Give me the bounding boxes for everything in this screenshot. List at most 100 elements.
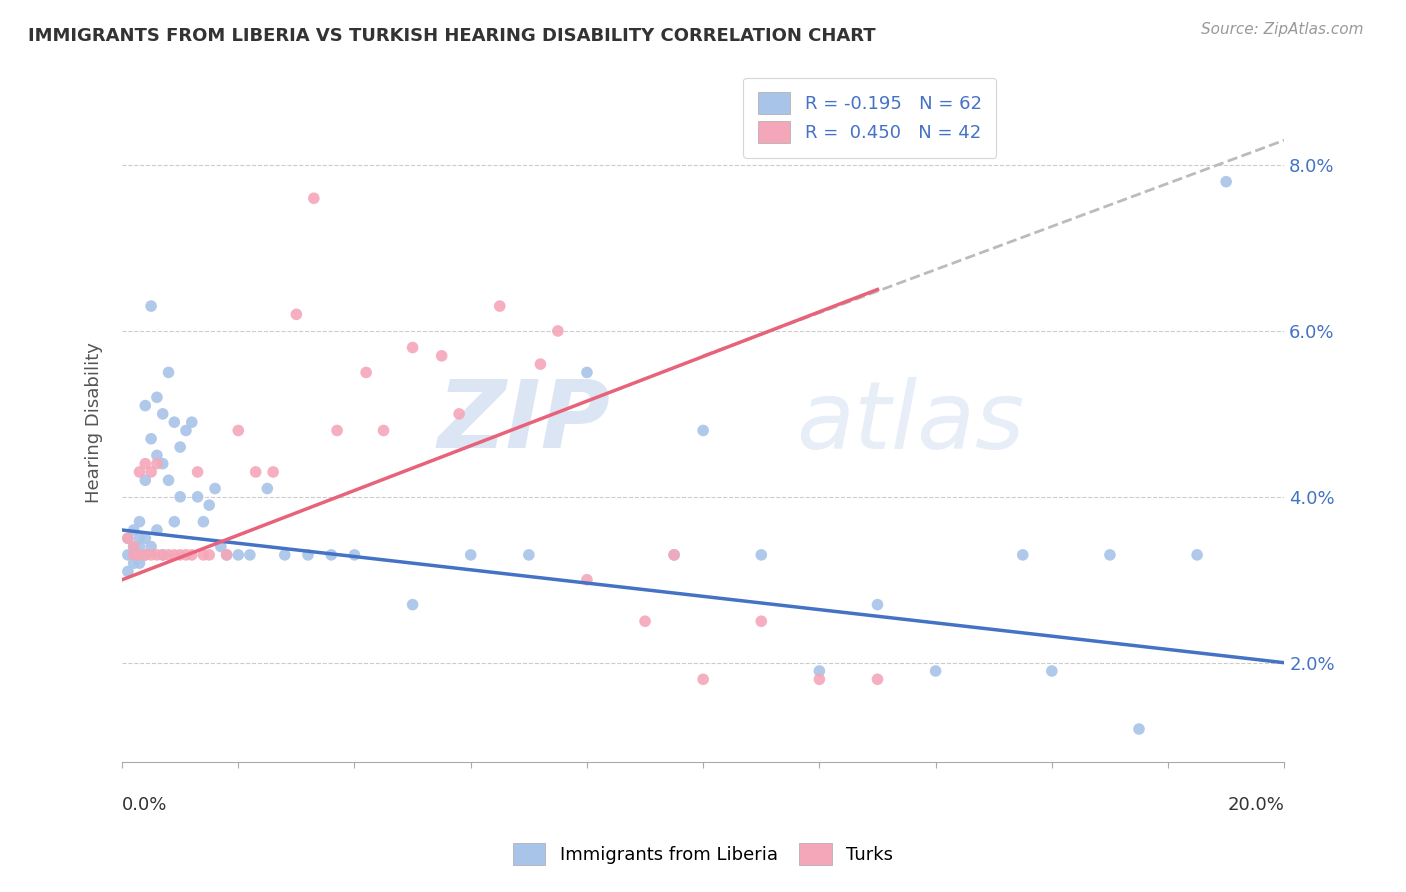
Point [117,531,139,545]
Point [157,548,180,562]
Point [401,341,423,355]
Point [1185,548,1208,562]
Point [749,614,772,628]
Point [662,548,685,562]
Point [122,540,145,554]
Point [122,548,145,562]
Point [430,349,453,363]
Point [373,424,395,438]
Point [204,482,226,496]
Point [634,614,657,628]
Point [488,299,510,313]
Legend: R = -0.195   N = 62, R =  0.450   N = 42: R = -0.195 N = 62, R = 0.450 N = 42 [744,78,997,158]
Point [226,424,249,438]
Point [152,548,174,562]
Point [139,465,162,479]
Point [146,457,169,471]
Point [117,565,139,579]
Point [169,490,191,504]
Point [262,465,284,479]
Point [692,673,714,687]
Point [134,548,156,562]
Point [122,556,145,570]
Text: Source: ZipAtlas.com: Source: ZipAtlas.com [1201,22,1364,37]
Text: ZIP: ZIP [437,376,610,468]
Point [139,540,162,554]
Point [146,390,169,404]
Point [187,465,209,479]
Point [198,548,221,562]
Point [134,531,156,545]
Point [321,548,343,562]
Point [866,673,889,687]
Point [174,424,197,438]
Point [152,548,174,562]
Point [139,548,162,562]
Point [285,307,308,321]
Point [449,407,471,421]
Point [517,548,540,562]
Point [163,515,186,529]
Text: 0.0%: 0.0% [122,797,167,814]
Point [215,548,238,562]
Point [808,664,831,678]
Point [401,598,423,612]
Point [193,548,215,562]
Point [354,366,377,380]
Point [117,548,139,562]
Point [239,548,262,562]
Point [122,540,145,554]
Point [575,573,598,587]
Point [128,531,150,545]
Point [146,548,169,562]
Point [163,415,186,429]
Point [180,548,202,562]
Point [152,457,174,471]
Point [575,366,598,380]
Point [662,548,685,562]
Point [749,548,772,562]
Point [139,299,162,313]
Point [460,548,482,562]
Point [174,548,197,562]
Point [157,473,180,487]
Point [134,399,156,413]
Point [128,548,150,562]
Point [193,515,215,529]
Point [215,548,238,562]
Point [209,540,232,554]
Point [134,457,156,471]
Point [256,482,278,496]
Point [866,598,889,612]
Point [924,664,946,678]
Point [547,324,569,338]
Point [128,540,150,554]
Point [152,407,174,421]
Point [692,424,714,438]
Point [122,548,145,562]
Point [180,415,202,429]
Point [169,440,191,454]
Point [128,515,150,529]
Point [1215,175,1237,189]
Point [128,548,150,562]
Point [198,498,221,512]
Point [245,465,267,479]
Point [1098,548,1121,562]
Point [808,673,831,687]
Point [1011,548,1033,562]
Point [274,548,297,562]
Point [146,448,169,462]
Point [529,357,551,371]
Point [302,191,325,205]
Point [343,548,366,562]
Point [1040,664,1063,678]
Point [157,366,180,380]
Text: IMMIGRANTS FROM LIBERIA VS TURKISH HEARING DISABILITY CORRELATION CHART: IMMIGRANTS FROM LIBERIA VS TURKISH HEARI… [28,27,876,45]
Text: 20.0%: 20.0% [1227,797,1284,814]
Point [134,548,156,562]
Point [139,432,162,446]
Point [128,556,150,570]
Point [1128,722,1150,736]
Point [297,548,319,562]
